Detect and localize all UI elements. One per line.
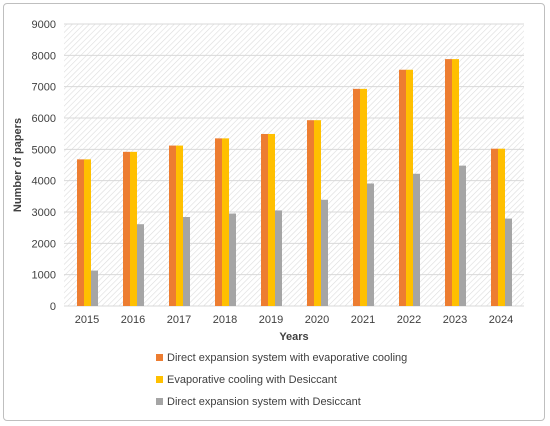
x-tick-label: 2017 bbox=[167, 314, 191, 326]
y-tick-label: 0 bbox=[50, 301, 56, 313]
bar-2021-series-3 bbox=[367, 183, 374, 306]
bar-2017-series-1 bbox=[169, 145, 176, 306]
bar-2021-series-2 bbox=[360, 88, 367, 306]
x-tick-label: 2018 bbox=[213, 314, 237, 326]
x-tick-label: 2024 bbox=[489, 314, 513, 326]
bar-2020-series-1 bbox=[307, 120, 314, 307]
bar-2020-series-3 bbox=[321, 199, 328, 306]
bar-2018-series-1 bbox=[215, 138, 222, 306]
bar-2016-series-2 bbox=[130, 151, 137, 306]
y-tick-label: 7000 bbox=[32, 82, 56, 94]
bar-2015-series-3 bbox=[91, 270, 98, 306]
bar-2015-series-2 bbox=[84, 159, 91, 306]
bar-2017-series-2 bbox=[176, 145, 183, 306]
y-tick-label: 8000 bbox=[32, 50, 56, 62]
x-tick-label: 2016 bbox=[121, 314, 145, 326]
bar-2024-series-3 bbox=[505, 218, 512, 306]
bar-2016-series-1 bbox=[123, 151, 130, 306]
bar-2021-series-1 bbox=[353, 88, 360, 306]
x-tick-label: 2023 bbox=[443, 314, 467, 326]
bar-2023-series-1 bbox=[445, 59, 452, 306]
bar-2020-series-2 bbox=[314, 120, 321, 307]
y-tick-label: 5000 bbox=[32, 144, 56, 156]
legend-label-series-3: Direct expansion system with Desiccant bbox=[167, 396, 361, 408]
legend: Direct expansion system with evaporative… bbox=[156, 352, 407, 408]
bar-2019-series-2 bbox=[268, 133, 275, 306]
legend-swatch-series-3 bbox=[156, 398, 163, 405]
bar-2024-series-1 bbox=[491, 148, 498, 306]
x-tick-label: 2015 bbox=[75, 314, 99, 326]
bar-2023-series-3 bbox=[459, 165, 466, 306]
bars bbox=[77, 59, 512, 307]
y-tick-label: 9000 bbox=[32, 19, 56, 31]
bar-2019-series-1 bbox=[261, 133, 268, 306]
legend-swatch-series-1 bbox=[156, 354, 163, 361]
bar-2018-series-2 bbox=[222, 138, 229, 306]
legend-label-series-2: Evaporative cooling with Desiccant bbox=[167, 374, 337, 386]
y-tick-label: 3000 bbox=[32, 207, 56, 219]
x-tick-label: 2021 bbox=[351, 314, 375, 326]
x-tick-label: 2019 bbox=[259, 314, 283, 326]
bar-2018-series-3 bbox=[229, 213, 236, 306]
y-tick-label: 1000 bbox=[32, 270, 56, 282]
bar-2015-series-1 bbox=[77, 159, 84, 306]
bar-2024-series-2 bbox=[498, 148, 505, 306]
y-tick-label: 4000 bbox=[32, 176, 56, 188]
bar-2017-series-3 bbox=[183, 217, 190, 306]
bar-2019-series-3 bbox=[275, 210, 282, 306]
y-axis-title: Number of papers bbox=[12, 118, 24, 212]
bar-2022-series-3 bbox=[413, 173, 420, 306]
bar-2016-series-3 bbox=[137, 224, 144, 306]
x-tick-label: 2020 bbox=[305, 314, 329, 326]
x-tick-labels: 2015 2016 2017 2018 2019 2020 2021 2022 2023 2024 bbox=[75, 314, 513, 326]
y-tick-label: 2000 bbox=[32, 238, 56, 250]
y-tick-labels: 0 1000 2000 3000 4000 5000 6000 7000 8000 9000 bbox=[32, 19, 56, 313]
bar-2023-series-2 bbox=[452, 59, 459, 306]
x-tick-label: 2022 bbox=[397, 314, 421, 326]
bar-2022-series-2 bbox=[406, 69, 413, 306]
bar-2022-series-1 bbox=[399, 69, 406, 306]
legend-label-series-1: Direct expansion system with evaporative… bbox=[167, 352, 407, 364]
legend-swatch-series-2 bbox=[156, 376, 163, 383]
x-axis-title: Years bbox=[279, 331, 308, 343]
y-tick-label: 6000 bbox=[32, 113, 56, 125]
